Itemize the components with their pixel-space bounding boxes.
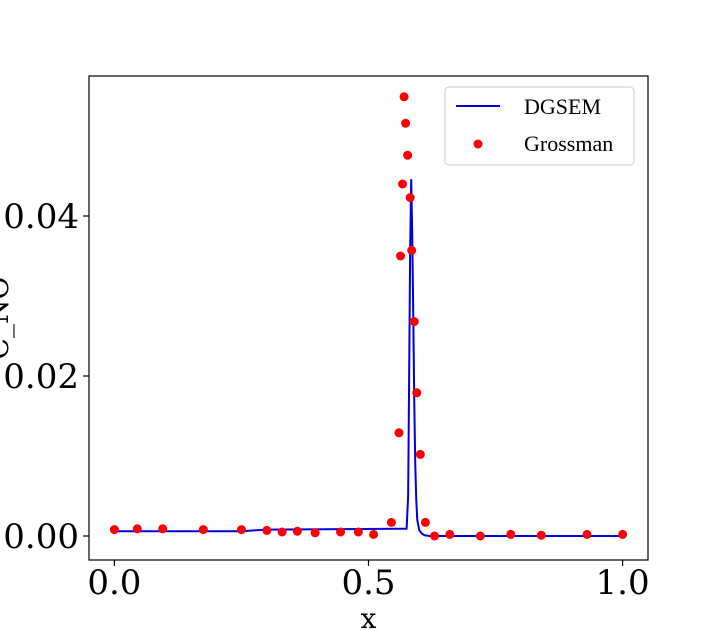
scatter-point-grossman (262, 525, 272, 535)
y-tick-label: 0.04 (3, 197, 79, 237)
scatter-point-grossman (132, 524, 142, 534)
scatter-point-grossman (394, 428, 404, 438)
y-tick-label: 0.00 (3, 517, 79, 557)
y-tick-label: 0.02 (3, 357, 79, 397)
scatter-point-grossman (386, 517, 396, 527)
x-tick-label: 0.5 (341, 563, 395, 603)
scatter-point-grossman (369, 529, 379, 539)
scatter-point-grossman (158, 524, 168, 534)
x-tick-label: 0.0 (87, 563, 141, 603)
scatter-point-grossman (475, 531, 485, 541)
scatter-point-grossman (409, 317, 419, 327)
y-axis-label: C_NO (0, 277, 15, 360)
series-line-dgsem (114, 179, 623, 537)
axes-layer: 0.0 0.5 1.0 0.00 0.02 0.04 (3, 197, 649, 603)
scatter-point-grossman (109, 525, 119, 535)
scatter-point-grossman (292, 526, 302, 536)
scatter-point-grossman (198, 525, 208, 535)
scatter-point-grossman (353, 527, 363, 537)
scatter-point-grossman (277, 527, 287, 537)
scatter-point-grossman (430, 531, 440, 541)
legend-dgsem-label: DGSEM (524, 94, 601, 119)
scatter-point-grossman (412, 388, 422, 398)
scatter-point-grossman (236, 525, 246, 535)
scatter-point-grossman (336, 527, 346, 537)
legend-grossman-label: Grossman (524, 131, 613, 156)
scatter-point-grossman (399, 92, 409, 102)
scatter-point-grossman (536, 530, 546, 540)
scatter-point-grossman (407, 245, 417, 255)
x-axis-label: x (361, 602, 377, 630)
plot-layer (109, 92, 628, 541)
legend-grossman-swatch (473, 139, 483, 149)
x-tick-label: 1.0 (596, 563, 650, 603)
scatter-point-grossman (415, 449, 425, 459)
scatter-point-grossman (310, 528, 320, 538)
scatter-point-grossman (506, 529, 516, 539)
scatter-point-grossman (618, 529, 628, 539)
scatter-point-grossman (398, 179, 408, 189)
scatter-point-grossman (401, 118, 411, 128)
scatter-point-grossman (403, 150, 413, 160)
scatter-point-grossman (582, 529, 592, 539)
scatter-point-grossman (396, 251, 406, 261)
legend: DGSEM Grossman (444, 86, 635, 166)
scatter-point-grossman (445, 529, 455, 539)
scatter-point-grossman (420, 517, 430, 527)
scatter-point-grossman (405, 193, 415, 203)
